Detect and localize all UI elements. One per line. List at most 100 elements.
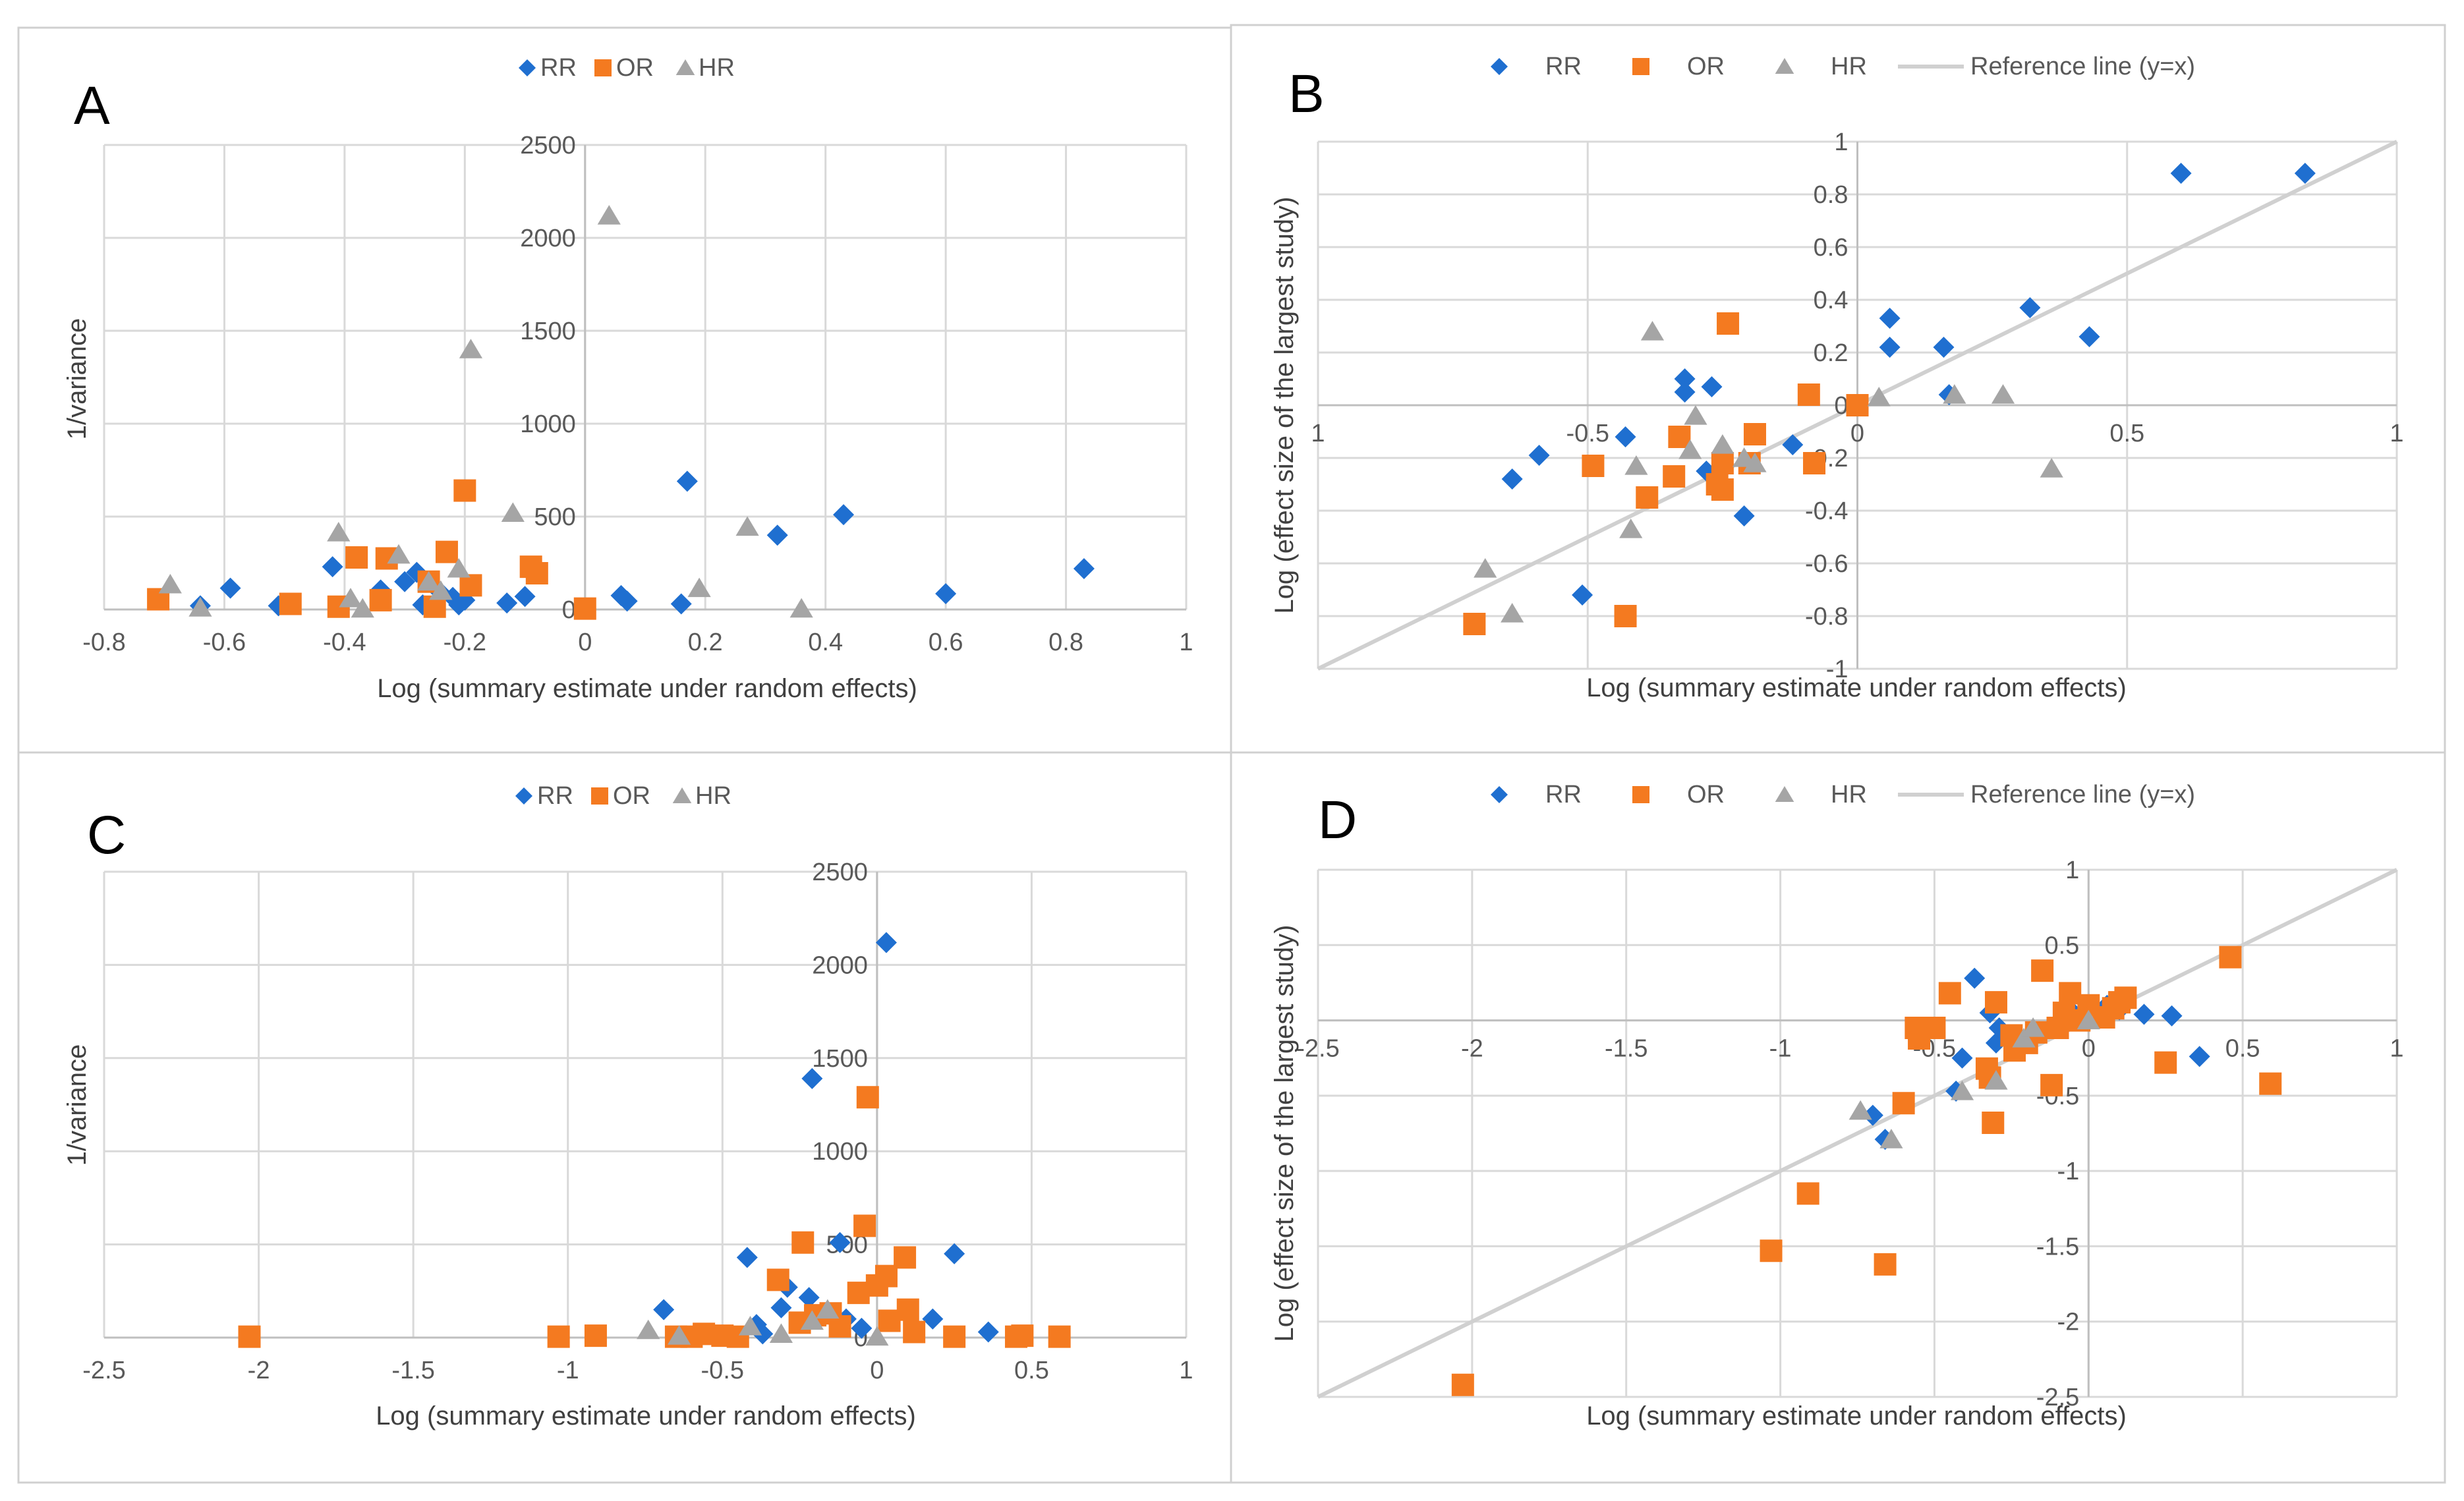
data-point-or bbox=[847, 1282, 870, 1305]
data-point-or bbox=[1874, 1253, 1897, 1276]
data-point-rr bbox=[2161, 1005, 2183, 1027]
data-point-hr bbox=[1640, 321, 1665, 341]
data-point-rr bbox=[1572, 584, 1593, 606]
x-tick-label: -0.4 bbox=[323, 629, 366, 656]
legend-label: HR bbox=[1831, 53, 1867, 80]
x-tick-label: -1 bbox=[557, 1357, 579, 1384]
panel-a-frame bbox=[17, 26, 1232, 754]
data-point-rr bbox=[219, 577, 241, 599]
data-point-or bbox=[573, 597, 596, 620]
legend-marker-hr bbox=[1775, 58, 1794, 74]
data-point-hr bbox=[447, 557, 471, 578]
data-point-rr bbox=[1733, 505, 1755, 526]
x-axis-label: Log (summary estimate under random effec… bbox=[1586, 673, 2127, 702]
data-point-or bbox=[894, 1246, 917, 1269]
data-point-hr bbox=[417, 571, 441, 591]
data-point-or bbox=[345, 546, 368, 569]
legend-label: OR bbox=[1687, 781, 1725, 808]
data-point-hr bbox=[1678, 439, 1702, 459]
y-tick-label: 1 bbox=[1834, 128, 1848, 156]
x-tick-label: 0.8 bbox=[1048, 629, 1083, 656]
x-tick-label: 1 bbox=[1311, 420, 1325, 447]
panel-letter: B bbox=[1288, 64, 1325, 124]
data-point-or bbox=[369, 588, 392, 611]
legend-label: RR bbox=[540, 54, 577, 82]
legend-label: HR bbox=[1831, 781, 1867, 808]
panel-b-frame bbox=[1230, 24, 2446, 754]
data-point-or bbox=[1892, 1092, 1915, 1115]
data-point-rr bbox=[496, 592, 518, 614]
data-point-hr bbox=[1991, 384, 2015, 404]
data-point-rr bbox=[2170, 163, 2192, 184]
data-point-or bbox=[2154, 1051, 2177, 1074]
data-point-hr bbox=[738, 1316, 762, 1336]
data-point-or bbox=[1846, 394, 1869, 416]
y-tick-label: -2 bbox=[2057, 1309, 2079, 1336]
data-point-or bbox=[1760, 1239, 1783, 1262]
data-point-rr bbox=[2078, 326, 2100, 347]
data-point-or bbox=[1463, 613, 1486, 635]
data-point-hr bbox=[188, 597, 212, 617]
charts-layer: -0.8 -0.6 -0.4 -0.2 0 0.2 0.4 0.6 0.8 10500100015… bbox=[63, 53, 2404, 1430]
data-point-hr bbox=[501, 502, 525, 522]
data-point-hr bbox=[1624, 455, 1648, 475]
data-point-or bbox=[2219, 946, 2242, 969]
legend-marker-rr bbox=[1491, 58, 1508, 75]
data-point-or bbox=[878, 1309, 901, 1332]
y-tick-label: 1000 bbox=[812, 1138, 868, 1166]
data-point-hr bbox=[459, 339, 483, 358]
x-tick-label: -2 bbox=[1461, 1035, 1483, 1063]
x-tick-label: 0 bbox=[2082, 1035, 2096, 1063]
y-tick-label: 1 bbox=[2065, 857, 2079, 884]
data-point-rr bbox=[977, 1321, 999, 1343]
data-point-hr bbox=[800, 1310, 824, 1330]
data-point-rr bbox=[1501, 468, 1523, 490]
legend-marker-hr bbox=[672, 787, 692, 804]
x-tick-label: 0.6 bbox=[929, 629, 963, 656]
x-tick-label: 1 bbox=[2390, 420, 2403, 447]
data-point-hr bbox=[865, 1326, 889, 1346]
data-point-rr bbox=[653, 1299, 675, 1320]
data-point-rr bbox=[1862, 1104, 1883, 1126]
data-point-hr bbox=[637, 1319, 660, 1340]
y-tick-label: 500 bbox=[534, 503, 575, 531]
legend-marker-or bbox=[594, 59, 612, 76]
x-tick-label: -2.5 bbox=[1296, 1035, 1339, 1063]
data-point-or bbox=[2114, 986, 2137, 1009]
data-point-or bbox=[1048, 1325, 1071, 1348]
x-tick-label: -1.5 bbox=[1605, 1035, 1647, 1063]
data-point-rr bbox=[1951, 1047, 1973, 1069]
data-point-hr bbox=[387, 544, 411, 564]
data-point-rr bbox=[1674, 368, 1696, 389]
data-point-rr bbox=[875, 932, 897, 953]
data-point-rr bbox=[1701, 376, 1723, 397]
x-tick-label: 0.4 bbox=[808, 629, 843, 656]
data-point-or bbox=[1743, 423, 1766, 445]
legend-label: RR bbox=[1545, 781, 1582, 808]
data-point-rr bbox=[1615, 426, 1636, 447]
x-tick-label: 1 bbox=[1179, 1357, 1193, 1384]
legend-label: HR bbox=[699, 54, 735, 82]
data-point-or bbox=[874, 1264, 898, 1288]
legend-marker-or bbox=[1632, 58, 1649, 75]
x-tick-label: -2 bbox=[248, 1357, 270, 1384]
legend-label: RR bbox=[1545, 53, 1582, 80]
data-point-or bbox=[279, 592, 302, 615]
data-point-rr bbox=[851, 1317, 873, 1339]
reference-line bbox=[1317, 868, 2398, 1399]
y-tick-label: -0.8 bbox=[1805, 603, 1848, 631]
data-point-or bbox=[238, 1325, 261, 1348]
y-axis-label: Log (effect size of the largest study) bbox=[1270, 925, 1299, 1342]
data-point-or bbox=[943, 1325, 966, 1348]
legend-marker-rr bbox=[519, 59, 536, 76]
x-tick-label: 0.5 bbox=[2109, 420, 2144, 447]
data-point-hr bbox=[1711, 434, 1734, 454]
data-point-or bbox=[693, 1322, 716, 1345]
data-point-or bbox=[903, 1320, 926, 1344]
data-point-hr bbox=[789, 598, 813, 618]
legend-label: RR bbox=[537, 782, 573, 810]
data-point-rr bbox=[829, 1232, 851, 1253]
data-point-rr bbox=[935, 583, 957, 605]
data-point-hr bbox=[1474, 558, 1497, 578]
legend-marker-rr bbox=[1491, 786, 1508, 803]
